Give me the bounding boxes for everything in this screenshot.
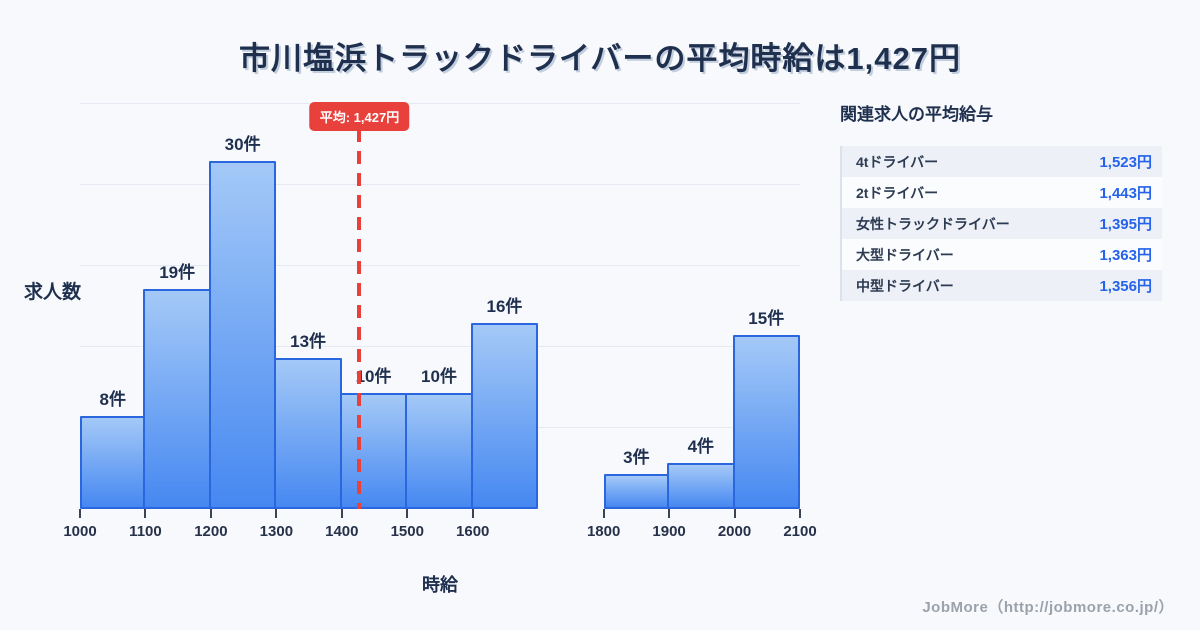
histogram-bar bbox=[603, 474, 670, 509]
x-tick bbox=[144, 509, 147, 518]
bar-count-label: 8件 bbox=[99, 390, 126, 410]
histogram-bar bbox=[274, 358, 342, 509]
x-tick bbox=[471, 509, 474, 518]
histogram-plot: 8件 19件 30件 13件 10件 10件 16件 3件 4件 15件 bbox=[80, 102, 800, 509]
x-tick-label: 1100 bbox=[129, 523, 162, 540]
x-tick-label: 1000 bbox=[63, 523, 97, 540]
average-badge: 平均: 1,427円 bbox=[309, 102, 410, 131]
y-gridline bbox=[80, 183, 800, 185]
bar-count-label: 16件 bbox=[486, 297, 523, 317]
x-tick bbox=[275, 509, 278, 518]
bar-count-label: 13件 bbox=[290, 332, 327, 352]
bar-count-label: 10件 bbox=[355, 367, 392, 386]
related-job-value: 1,443円 bbox=[1099, 185, 1152, 202]
x-tick-label: 1800 bbox=[586, 523, 621, 540]
x-tick bbox=[733, 509, 736, 518]
page-title: 市川塩浜トラックドライバーの平均時給は1,427円 bbox=[239, 41, 961, 76]
related-job-row: 女性トラックドライバー 1,395円 bbox=[842, 208, 1162, 239]
histogram-bar bbox=[667, 462, 735, 509]
related-job-row: 中型ドライバー 1,356円 bbox=[842, 270, 1162, 301]
x-tick-label: 2000 bbox=[717, 523, 752, 540]
y-gridline bbox=[80, 102, 800, 104]
x-tick bbox=[209, 509, 212, 518]
x-tick-label: 1200 bbox=[194, 523, 228, 540]
related-jobs-panel: 関連求人の平均給与 4tドライバー 1,523円 2tドライバー 1,443円女性トラ… bbox=[840, 100, 1162, 301]
histogram-bar bbox=[405, 393, 473, 509]
bar-count-label: 15件 bbox=[748, 309, 785, 328]
y-gridline bbox=[80, 264, 800, 266]
x-tick bbox=[668, 509, 671, 518]
x-axis-label: 時給 bbox=[422, 575, 458, 595]
bar-count-label: 10件 bbox=[421, 367, 457, 386]
x-tick bbox=[340, 509, 343, 518]
related-jobs-list: 4tドライバー 1,523円 2tドライバー 1,443円女性トラックドライバー 1,3… bbox=[840, 146, 1162, 301]
histogram-bar bbox=[339, 393, 408, 509]
related-job-label: 2tドライバー bbox=[856, 184, 939, 201]
related-jobs-heading: 関連求人の平均給与 bbox=[840, 105, 993, 124]
x-tick-label: 1500 bbox=[390, 523, 424, 540]
bar-count-label: 30件 bbox=[224, 135, 261, 154]
x-tick-label: 1300 bbox=[259, 523, 294, 540]
x-tick-label: 1900 bbox=[652, 523, 686, 540]
histogram-bar bbox=[143, 288, 211, 509]
x-tick-label: 1600 bbox=[456, 523, 490, 540]
bar-count-label: 3件 bbox=[623, 448, 650, 468]
x-tick bbox=[602, 509, 605, 518]
y-gridline bbox=[80, 346, 800, 348]
x-tick-label: 1400 bbox=[325, 523, 359, 540]
related-job-row: 大型ドライバー 1,363円 bbox=[842, 239, 1162, 270]
x-tick bbox=[406, 509, 409, 518]
related-job-label: 大型ドライバー bbox=[856, 246, 954, 263]
histogram-bar bbox=[80, 416, 146, 509]
related-job-row: 4tドライバー 1,523円 bbox=[842, 146, 1162, 177]
related-job-label: 女性トラックドライバー bbox=[856, 215, 1010, 232]
histogram-bar bbox=[208, 161, 277, 509]
x-tick bbox=[799, 509, 801, 518]
related-job-label: 4tドライバー bbox=[856, 153, 939, 170]
histogram-bar bbox=[470, 323, 539, 509]
footer-credit: JobMore（http://jobmore.co.jp/） bbox=[922, 599, 1174, 616]
related-job-label: 中型ドライバー bbox=[856, 277, 954, 294]
histogram-bar bbox=[732, 335, 800, 509]
related-job-value: 1,395円 bbox=[1099, 216, 1152, 233]
related-job-row: 2tドライバー 1,443円 bbox=[842, 177, 1162, 208]
y-axis-label: 求人数 bbox=[24, 282, 82, 303]
bar-count-label: 4件 bbox=[687, 436, 715, 456]
related-job-value: 1,363円 bbox=[1099, 247, 1152, 264]
x-tick bbox=[79, 509, 81, 518]
bar-count-label: 19件 bbox=[159, 262, 196, 282]
related-job-value: 1,356円 bbox=[1099, 278, 1152, 295]
average-line bbox=[357, 129, 362, 509]
related-job-value: 1,523円 bbox=[1099, 154, 1152, 171]
x-tick-label: 2100 bbox=[783, 523, 817, 540]
